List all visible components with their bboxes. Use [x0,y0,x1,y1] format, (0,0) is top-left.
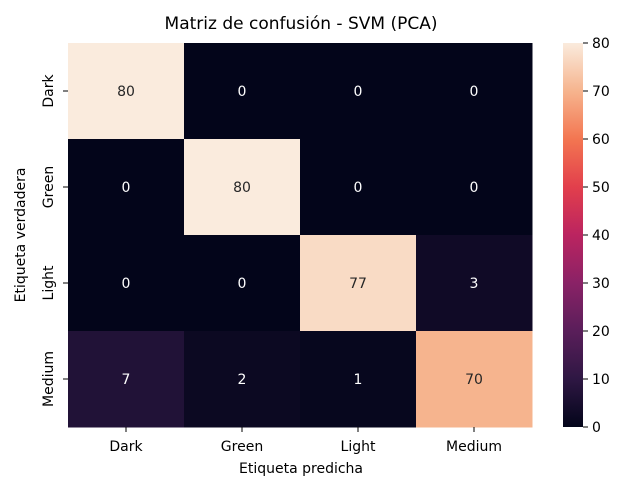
colorbar-tick-label: 30 [592,276,610,292]
colorbar-ticks: 0 10 20 30 40 50 60 70 80 [583,36,610,436]
heatmap-cell [300,139,417,236]
cell-value-label: 0 [470,180,479,196]
x-tick-label: Dark [109,439,143,455]
colorbar-tick-label: 50 [592,180,610,196]
y-axis-label: Etiqueta verdadera [13,168,29,303]
cell-value-label: 2 [238,372,247,388]
colorbar-tick-label: 70 [592,84,610,100]
cell-value-label: 80 [117,84,135,100]
y-tick-label: Light [41,265,57,300]
heatmap-cell [184,235,301,332]
heatmap-cell [300,235,417,332]
heatmap-cell [68,235,185,332]
x-tick-label: Light [341,439,376,455]
cell-value-label: 7 [122,372,131,388]
x-tick-label: Green [221,439,263,455]
y-tick-label: Green [41,166,57,208]
cell-value-label: 0 [354,84,363,100]
heatmap-cell [68,43,185,140]
x-axis-label: Etiqueta predicha [239,461,363,477]
cell-value-label: 70 [465,372,483,388]
chart-title: Matriz de confusión - SVM (PCA) [165,14,438,34]
y-tick-label: Medium [41,351,57,407]
colorbar-tick-label: 20 [592,324,610,340]
cell-value-label: 77 [349,276,367,292]
y-tick-label: Dark [41,74,57,108]
colorbar [563,43,583,427]
y-axis-ticks: Dark Green Light Medium [41,74,68,407]
cell-value-label: 0 [122,180,131,196]
heatmap-cell [68,331,185,428]
x-tick-label: Medium [446,439,502,455]
heatmap-cell [416,139,533,236]
heatmap-cell [300,43,417,140]
cell-value-label: 0 [470,84,479,100]
heatmap-cell [184,43,301,140]
colorbar-tick-label: 0 [592,420,601,436]
heatmap-cell [416,43,533,140]
colorbar-tick-label: 60 [592,132,610,148]
cell-value-label: 0 [238,84,247,100]
cell-value-label: 3 [470,276,479,292]
heatmap-cell [68,139,185,236]
colorbar-tick-label: 10 [592,372,610,388]
heatmap-cell [300,331,417,428]
cell-value-label: 0 [122,276,131,292]
x-axis-ticks: Dark Green Light Medium [109,427,502,455]
cell-value-label: 0 [354,180,363,196]
heatmap-cell [184,139,301,236]
heatmap-cells: 80 0 0 0 0 80 0 0 0 0 77 3 7 2 1 70 [68,43,533,428]
heatmap-cell [184,331,301,428]
cell-value-label: 0 [238,276,247,292]
cell-value-label: 1 [354,372,363,388]
colorbar-tick-label: 40 [592,228,610,244]
cell-value-label: 80 [233,180,251,196]
heatmap-cell [416,331,533,428]
colorbar-tick-label: 80 [592,36,610,52]
heatmap-cell [416,235,533,332]
